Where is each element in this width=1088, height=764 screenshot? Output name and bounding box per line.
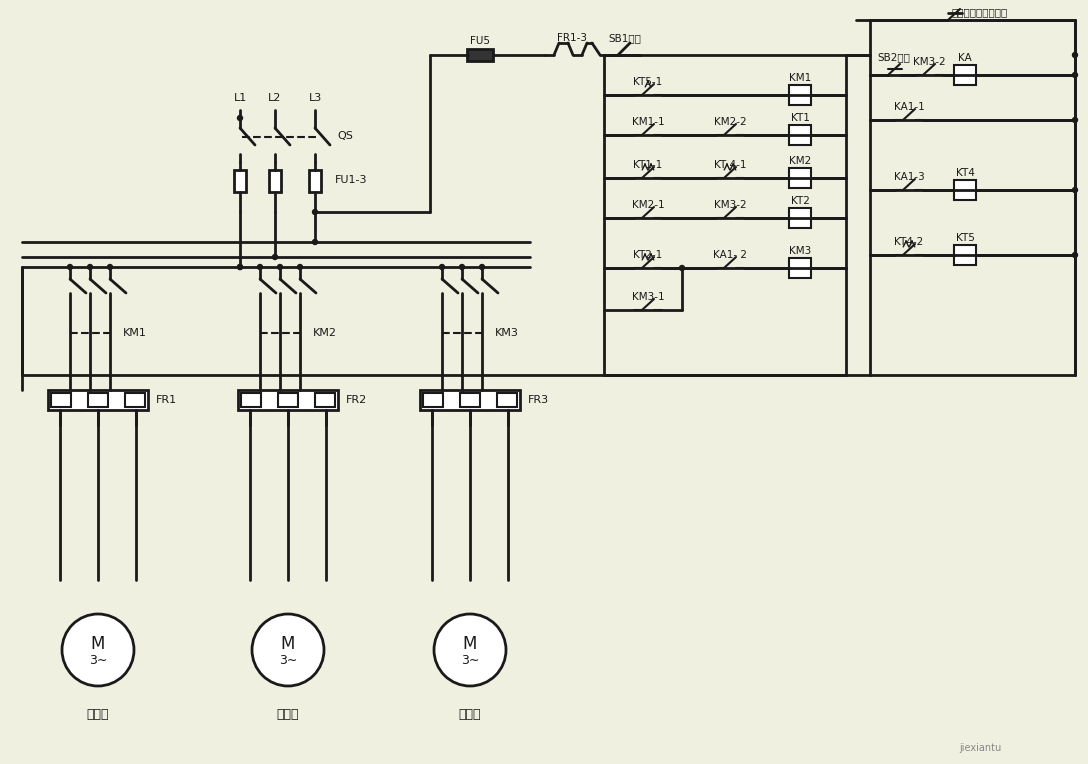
Text: KM3-2: KM3-2 (714, 200, 746, 210)
Text: SB1启动: SB1启动 (608, 33, 642, 43)
Text: 旋转阀: 旋转阀 (276, 708, 299, 721)
Circle shape (237, 115, 243, 121)
Circle shape (459, 264, 465, 270)
Text: L3: L3 (308, 93, 322, 103)
Bar (497, 393, 517, 407)
Text: FR3: FR3 (528, 395, 549, 405)
Circle shape (252, 614, 324, 686)
Text: 压缩机: 压缩机 (459, 708, 481, 721)
Text: KM3-1: KM3-1 (632, 292, 665, 302)
Text: 3∼: 3∼ (461, 653, 479, 666)
Circle shape (312, 239, 318, 244)
Text: KA1-1: KA1-1 (893, 102, 925, 112)
Circle shape (237, 264, 243, 270)
Circle shape (108, 264, 112, 270)
Text: 3∼: 3∼ (89, 653, 108, 666)
Circle shape (272, 254, 277, 260)
Text: KM2-2: KM2-2 (714, 117, 746, 127)
Bar (954, 65, 976, 85)
Text: SB2停止: SB2停止 (878, 52, 911, 62)
Circle shape (297, 264, 302, 270)
Text: FU5: FU5 (470, 36, 490, 46)
Circle shape (277, 264, 283, 270)
Circle shape (67, 264, 73, 270)
Bar (234, 170, 246, 192)
Bar (269, 170, 281, 192)
Circle shape (1073, 118, 1077, 122)
Bar (789, 168, 811, 188)
Circle shape (440, 264, 445, 270)
Bar (88, 393, 108, 407)
Bar (789, 85, 811, 105)
Text: M: M (462, 635, 478, 653)
Text: FR1: FR1 (156, 395, 177, 405)
Text: 机械泵: 机械泵 (87, 708, 109, 721)
Text: KT4: KT4 (955, 168, 975, 178)
Text: KT2: KT2 (791, 196, 809, 206)
Text: KA1-3: KA1-3 (893, 172, 925, 182)
Bar (954, 180, 976, 200)
Bar (51, 393, 71, 407)
Text: FR2: FR2 (346, 395, 368, 405)
Circle shape (680, 266, 684, 270)
Text: KT2-1: KT2-1 (633, 250, 663, 260)
Bar (467, 49, 493, 61)
Text: 压力继电器常闭触头: 压力继电器常闭触头 (952, 7, 1009, 17)
Text: M: M (281, 635, 295, 653)
Text: KM3-2: KM3-2 (913, 57, 945, 67)
Text: KM2: KM2 (313, 328, 337, 338)
Circle shape (312, 209, 318, 215)
Bar (460, 393, 480, 407)
Text: FR1-3: FR1-3 (557, 33, 588, 43)
Text: KM2-1: KM2-1 (632, 200, 665, 210)
Text: QS: QS (337, 131, 353, 141)
Bar (789, 125, 811, 145)
Bar (423, 393, 443, 407)
Bar (242, 393, 261, 407)
Text: KA1- 2: KA1- 2 (713, 250, 747, 260)
Text: KT1: KT1 (791, 113, 809, 123)
Text: 3∼: 3∼ (279, 653, 297, 666)
Bar (309, 170, 321, 192)
Circle shape (480, 264, 484, 270)
Bar (125, 393, 145, 407)
Circle shape (1073, 53, 1077, 57)
Circle shape (1073, 252, 1077, 257)
Text: KM1: KM1 (789, 73, 812, 83)
Circle shape (258, 264, 262, 270)
Bar (279, 393, 298, 407)
Circle shape (62, 614, 134, 686)
Bar (789, 208, 811, 228)
Text: KM3: KM3 (495, 328, 519, 338)
Text: KT4-2: KT4-2 (894, 237, 924, 247)
Text: M: M (90, 635, 106, 653)
Circle shape (434, 614, 506, 686)
Text: FU1-3: FU1-3 (335, 175, 368, 185)
Bar (420, 390, 520, 410)
Text: jiexiantu: jiexiantu (959, 743, 1001, 753)
Text: KT 4-1: KT 4-1 (714, 160, 746, 170)
Bar (789, 258, 811, 278)
Text: KM1: KM1 (123, 328, 147, 338)
Text: KA: KA (959, 53, 972, 63)
Text: KM1-1: KM1-1 (632, 117, 665, 127)
Text: KM3: KM3 (789, 246, 812, 256)
Text: KT1-1: KT1-1 (633, 160, 663, 170)
Bar (238, 390, 338, 410)
Text: L1: L1 (233, 93, 247, 103)
Circle shape (1073, 73, 1077, 77)
Bar (316, 393, 335, 407)
Text: L2: L2 (269, 93, 282, 103)
Bar (48, 390, 148, 410)
Bar (954, 245, 976, 265)
Text: KT5: KT5 (955, 233, 975, 243)
Circle shape (237, 264, 243, 270)
Text: KM2: KM2 (789, 156, 812, 166)
Circle shape (1073, 187, 1077, 193)
Circle shape (87, 264, 92, 270)
Text: KT5-1: KT5-1 (633, 77, 663, 87)
